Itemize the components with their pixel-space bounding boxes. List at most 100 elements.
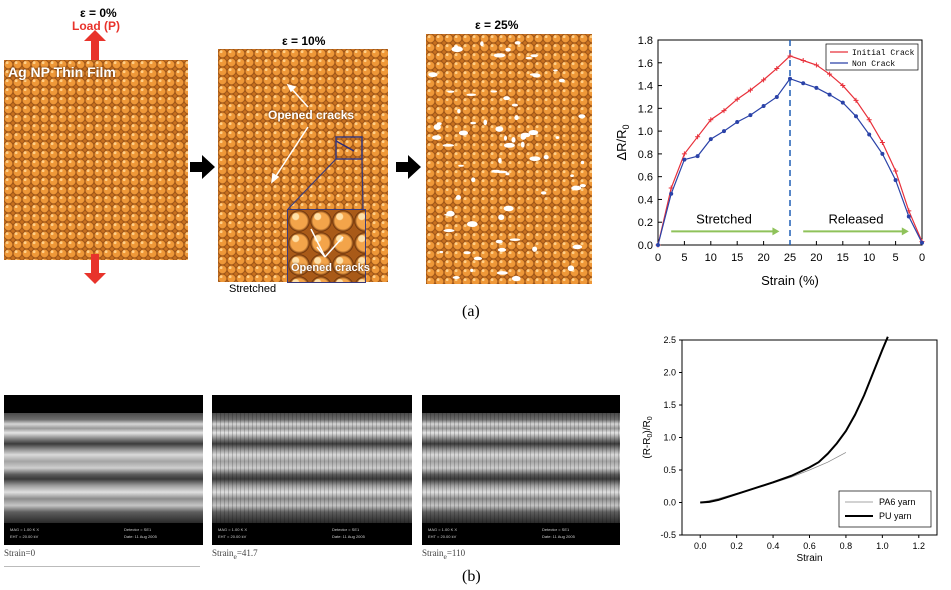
sem-underline	[4, 566, 200, 567]
y-tick-label: 0.4	[638, 194, 653, 206]
crack-hole	[541, 191, 547, 195]
crack-holes	[428, 41, 586, 282]
data-point	[708, 117, 714, 123]
stretched-arrowhead-icon	[772, 227, 780, 236]
crack-hole	[457, 108, 461, 114]
data-point	[853, 97, 859, 103]
crack-hole	[446, 210, 455, 217]
crack-hole	[529, 73, 539, 76]
strain-10-label: ε = 10%	[282, 34, 326, 48]
stretched-label: Stretched	[229, 283, 277, 295]
strain-0-label: ε = 0%	[80, 6, 117, 20]
film-strain-25	[426, 34, 592, 284]
y-tick-label: 1.5	[663, 400, 676, 410]
crack-hole	[525, 56, 533, 60]
crack-hole	[505, 47, 511, 52]
y-tick-label: 1.0	[638, 126, 653, 138]
load-arrows	[84, 30, 106, 284]
crack-hole	[579, 183, 586, 188]
x-tick-label: 15	[837, 252, 849, 264]
legend-label: PU yarn	[879, 511, 912, 521]
crack-hole	[470, 121, 477, 125]
data-point	[721, 108, 727, 114]
crack-hole	[471, 177, 476, 183]
crack-hole	[454, 45, 458, 48]
sem-eht: EHT = 20.00 kV	[428, 534, 457, 539]
data-point	[893, 178, 898, 183]
data-point	[800, 58, 806, 63]
crack-hole	[497, 247, 507, 252]
crack-hole	[483, 119, 488, 126]
crack-hole	[447, 90, 455, 93]
x-tick-label: 10	[705, 252, 717, 264]
crack-hole	[496, 271, 508, 275]
crack-hole	[496, 170, 508, 174]
crack-hole	[466, 221, 478, 228]
crack-hole	[543, 154, 549, 160]
crack-hole	[572, 244, 583, 250]
data-point	[774, 65, 780, 71]
crack-hole	[493, 53, 506, 58]
crack-hole	[571, 185, 582, 191]
crack-hole	[442, 144, 455, 147]
crack-hole	[530, 54, 538, 58]
x-tick-label: 0.0	[694, 541, 707, 551]
x-tick-label: 0.6	[803, 541, 816, 551]
data-point	[827, 71, 833, 77]
y-tick-label: 0.0	[638, 240, 653, 252]
data-point	[722, 129, 726, 134]
y-tick-label: 0.2	[638, 217, 653, 229]
data-point	[774, 94, 779, 99]
sem-caption-0: Strain=0	[4, 548, 36, 558]
sem-mag: MAG = 1.00 K X	[218, 527, 248, 532]
sem-image-strain-0: MAG = 1.00 K X EHT = 20.00 kV Detector =…	[4, 395, 203, 545]
crack-hole	[528, 129, 539, 136]
strain-25-label: ε = 25%	[475, 18, 519, 32]
sem-date: Date: 11 Aug 2005	[124, 534, 157, 539]
y-tick-label: 0.0	[663, 498, 676, 508]
crack-pointer-arrows	[271, 83, 364, 210]
data-point	[866, 117, 872, 123]
y-tick-label: 2.5	[663, 335, 676, 345]
sem-date: Date: 11 Aug 2005	[332, 534, 365, 539]
crack-hole	[570, 174, 574, 178]
sem-image-strain-41: MAG = 1.00 K X EHT = 20.00 kV Detector =…	[212, 395, 412, 545]
data-point	[879, 140, 885, 145]
crack-hole	[567, 265, 575, 272]
load-arrow-down-icon	[84, 254, 106, 284]
sem-caption-41: Straine=41.7	[212, 548, 258, 561]
x-tick-label: 0	[919, 252, 925, 264]
x-tick-label: 0.4	[767, 541, 780, 551]
x-tick-label: 0.2	[730, 541, 743, 551]
y-tick-label: 0.5	[663, 465, 676, 475]
data-point	[708, 137, 713, 142]
x-axis-label: Strain	[796, 553, 822, 564]
opened-cracks-label: Opened cracks	[268, 108, 355, 122]
load-arrow-up-icon	[84, 30, 106, 60]
data-point	[681, 151, 687, 157]
x-tick-label: 25	[784, 252, 796, 264]
zoom-inset	[287, 209, 366, 283]
data-point	[761, 104, 766, 109]
crack-hole	[532, 246, 538, 252]
crack-hole	[511, 103, 518, 107]
figure-label-b: (b)	[462, 568, 481, 585]
zoom-crack-arrows	[310, 228, 344, 258]
crack-hole	[520, 132, 531, 138]
film-label: Ag NP Thin Film	[8, 64, 116, 80]
crack-hole	[495, 239, 503, 244]
film-strain-0	[4, 60, 188, 260]
data-point	[814, 85, 819, 90]
data-point	[734, 96, 740, 102]
x-tick-label: 20	[757, 252, 769, 264]
x-tick-label: 10	[863, 252, 875, 264]
crack-hole	[503, 135, 508, 141]
x-tick-label: 1.2	[913, 541, 926, 551]
crack-hole	[503, 96, 510, 101]
data-point	[788, 76, 792, 81]
x-tick-label: 15	[731, 252, 743, 264]
crack-hole	[443, 229, 455, 233]
data-point	[695, 134, 701, 140]
data-point	[747, 87, 753, 93]
series-line-0	[700, 452, 847, 503]
